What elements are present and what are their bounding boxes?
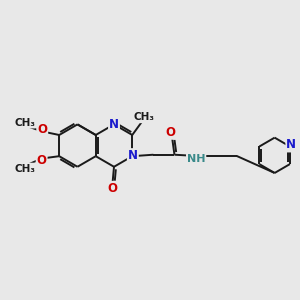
Text: N: N bbox=[109, 118, 119, 131]
Text: O: O bbox=[37, 123, 47, 136]
Text: N: N bbox=[286, 139, 296, 152]
Text: CH₃: CH₃ bbox=[14, 118, 35, 128]
Text: O: O bbox=[166, 126, 176, 139]
Text: CH₃: CH₃ bbox=[134, 112, 154, 122]
Text: O: O bbox=[107, 182, 118, 195]
Text: N: N bbox=[128, 149, 138, 162]
Text: O: O bbox=[37, 154, 46, 167]
Text: NH: NH bbox=[187, 154, 206, 164]
Text: CH₃: CH₃ bbox=[14, 164, 35, 173]
